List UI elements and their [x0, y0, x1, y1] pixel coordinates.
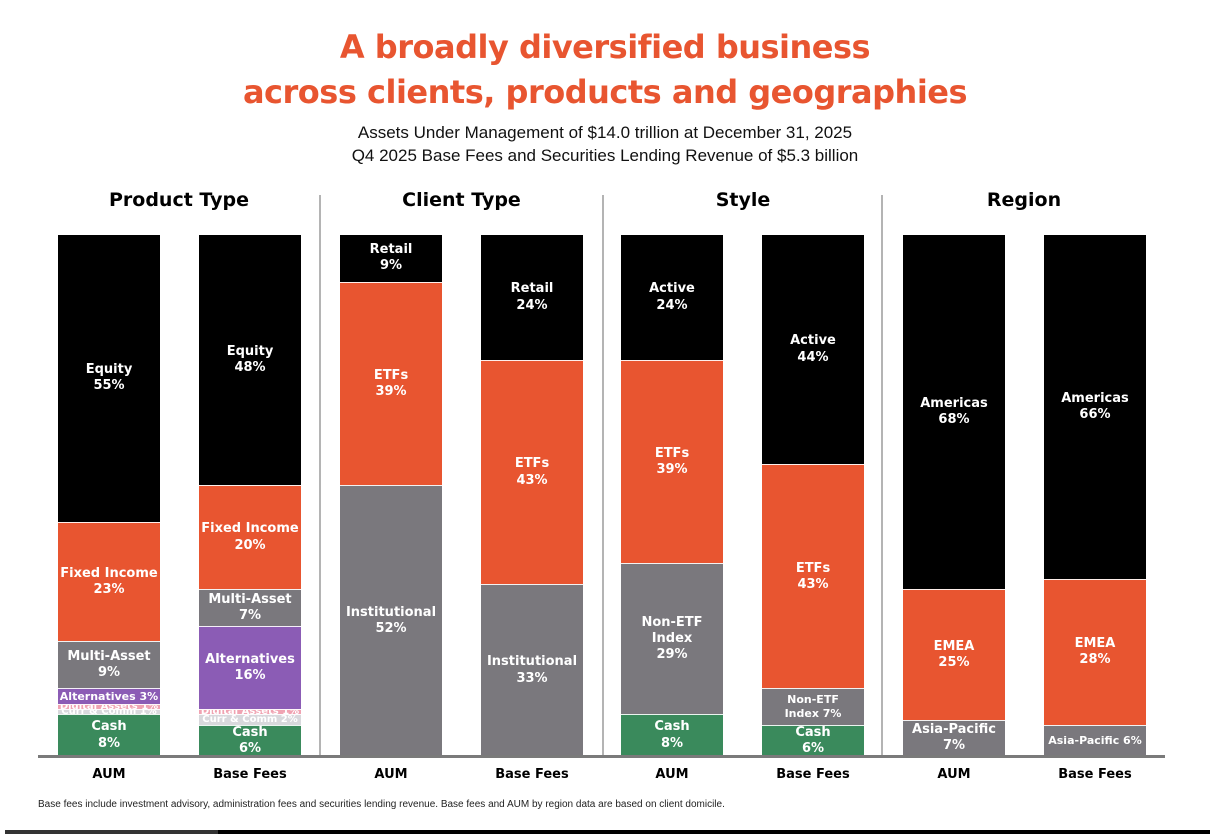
data-label: Cash 6% [232, 724, 268, 756]
bar-segment-curr-comm: Curr & Comm 1% [58, 709, 160, 715]
data-label: Institutional 52% [345, 604, 437, 637]
chart-baseline [38, 755, 1165, 758]
panel-divider [602, 195, 604, 757]
x-label-aum: AUM [655, 767, 689, 782]
bar-segment-equity: Equity 48% [199, 235, 301, 486]
data-label: Americas 66% [1061, 390, 1129, 422]
data-label: Cash 8% [654, 719, 690, 751]
bar-segment-active: Active 44% [762, 235, 864, 465]
subtitle-base-fees: Q4 2025 Base Fees and Securities Lending… [351, 146, 859, 165]
data-label: Multi-Asset 9% [67, 649, 151, 681]
bar-segment-alternatives: Alternatives 16% [199, 625, 301, 710]
data-label: Digital Assets 1% [201, 710, 299, 714]
bar-style-base-fees: Cash 6% Non-ETF Index 7% ETFs 43% Active 44… [762, 235, 864, 756]
data-label: Americas 68% [920, 395, 988, 428]
panel-title-region: Region [986, 189, 1062, 211]
bar-segment-non-etf-index: Non-ETF Index 29% [621, 563, 723, 715]
bar-segment-retail: Retail 24% [481, 235, 583, 361]
page-title-line-1: A broadly diversified business [339, 28, 871, 66]
subtitle-aum: Assets Under Management of $14.0 trillio… [357, 123, 853, 142]
bar-client-type-aum: Institutional 52% ETFs 39% Retail 9% [340, 235, 442, 756]
data-label: Digital Assets 1% [60, 705, 158, 709]
bar-product-type-aum: Cash 8% Curr & Comm 1%Digital Assets 1% Al… [58, 235, 160, 756]
bar-segment-digital-assets: Digital Assets 1% [58, 703, 160, 710]
bar-segment-asia-pacific: Asia-Pacific 6% [1044, 724, 1146, 756]
data-label: ETFs 43% [514, 456, 550, 488]
bar-segment-etfs: ETFs 39% [340, 281, 442, 486]
bar-segment-fixed-income: Fixed Income 20% [199, 485, 301, 590]
bar-segment-multi-asset: Multi-Asset 7% [199, 589, 301, 626]
bar-segment-multi-asset: Multi-Asset 9% [58, 641, 160, 689]
bar-segment-active: Active 24% [621, 235, 723, 361]
bar-segment-cash: Cash 6% [199, 724, 301, 756]
data-label: Fixed Income 23% [60, 565, 158, 597]
x-label-base-fees: Base Fees [1058, 767, 1132, 782]
panel-title-style: Style [715, 189, 771, 211]
bar-segment-digital-assets: Digital Assets 1% [199, 709, 301, 715]
bar-region-aum: Asia-Pacific 7% EMEA 25% Americas 68% [903, 235, 1005, 756]
bar-segment-emea: EMEA 25% [903, 589, 1005, 720]
bar-segment-emea: EMEA 28% [1044, 578, 1146, 725]
data-label: Active 44% [790, 333, 836, 365]
panel-divider [881, 195, 883, 757]
bar-segment-americas: Americas 66% [1044, 235, 1146, 579]
x-label-base-fees: Base Fees [776, 767, 850, 782]
data-label: Non-ETF Index 7% [784, 693, 842, 721]
panel-title-client-type: Client Type [402, 189, 521, 211]
x-label-aum: AUM [937, 767, 971, 782]
bar-segment-fixed-income: Fixed Income 23% [58, 521, 160, 642]
data-label: Non-ETF Index 29% [641, 614, 703, 663]
bar-segment-institutional: Institutional 52% [340, 485, 442, 756]
bottom-rule-accent [5, 830, 218, 834]
data-label: EMEA 25% [933, 638, 975, 670]
bar-segment-americas: Americas 68% [903, 235, 1005, 590]
bar-segment-etfs: ETFs 43% [481, 360, 583, 585]
data-label: ETFs 39% [654, 445, 690, 478]
bar-segment-non-etf-index: Non-ETF Index 7% [762, 688, 864, 725]
bar-segment-cash: Cash 8% [621, 714, 723, 756]
data-label: Retail 24% [510, 281, 554, 313]
data-label: Cash 6% [795, 724, 831, 756]
data-label: EMEA 28% [1074, 636, 1116, 668]
bar-segment-cash: Cash 6% [762, 724, 864, 756]
page-title-line-2: across clients, products and geographies [242, 73, 968, 111]
bar-segment-cash: Cash 8% [58, 714, 160, 756]
bar-segment-asia-pacific: Asia-Pacific 7% [903, 719, 1005, 756]
data-label: Institutional 33% [486, 654, 578, 686]
bar-region-base-fees: Asia-Pacific 6% EMEA 28% Americas 66% [1044, 235, 1146, 756]
data-label: Equity 48% [226, 343, 274, 376]
bar-segment-retail: Retail 9% [340, 235, 442, 282]
x-label-aum: AUM [374, 767, 408, 782]
bar-segment-curr-comm: Curr & Comm 2% [199, 714, 301, 725]
bar-segment-institutional: Institutional 33% [481, 584, 583, 756]
data-label: Cash 8% [91, 719, 127, 751]
data-label: ETFs 43% [795, 560, 831, 592]
bar-segment-etfs: ETFs 43% [762, 464, 864, 689]
bottom-rule [5, 830, 1210, 834]
bar-style-aum: Cash 8% Non-ETF Index 29% ETFs 39% Active 2… [621, 235, 723, 756]
data-label: Alternatives 3% [59, 689, 159, 703]
panel-title-product-type: Product Type [108, 189, 249, 211]
data-label: Curr & Comm 2% [202, 714, 298, 725]
bar-segment-etfs: ETFs 39% [621, 360, 723, 564]
data-label: Multi-Asset 7% [208, 591, 292, 624]
bar-client-type-base-fees: Institutional 33% ETFs 43% Retail 24% [481, 235, 583, 756]
bar-segment-alternatives: Alternatives 3% [58, 688, 160, 704]
data-label: Asia-Pacific 6% [1048, 734, 1142, 747]
x-label-base-fees: Base Fees [495, 767, 569, 782]
data-label: Alternatives 16% [205, 651, 295, 683]
footnote: Base fees include investment advisory, a… [38, 799, 725, 810]
data-label: Equity 55% [85, 362, 133, 394]
bar-segment-equity: Equity 55% [58, 235, 160, 522]
data-label: Curr & Comm 1% [61, 710, 157, 714]
data-label: Fixed Income 20% [201, 521, 299, 553]
data-label: Retail 9% [369, 242, 413, 274]
x-label-base-fees: Base Fees [213, 767, 287, 782]
x-label-aum: AUM [92, 767, 126, 782]
data-label: Asia-Pacific 7% [912, 722, 996, 754]
panel-divider [319, 195, 321, 757]
bar-product-type-base-fees: Cash 6%Curr & Comm 2%Digital Assets 1% Al… [199, 235, 301, 756]
data-label: Active 24% [649, 281, 695, 313]
data-label: ETFs 39% [373, 367, 409, 399]
